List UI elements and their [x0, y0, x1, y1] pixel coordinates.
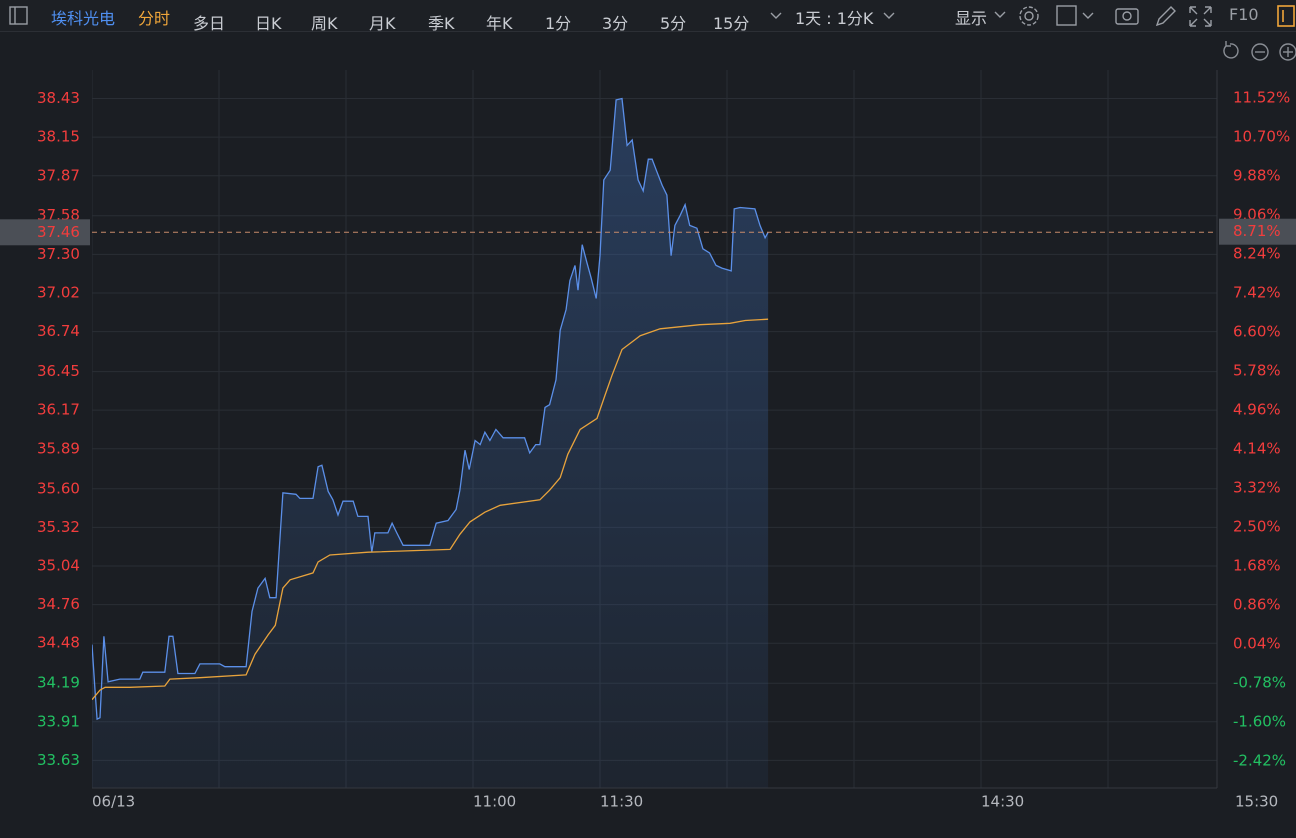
x-tick-label: 11:00 [473, 793, 516, 811]
y2-tick-label: 8.24% [1233, 245, 1281, 263]
tab-active[interactable]: 分时 [138, 9, 171, 28]
y-tick-label: 36.45 [37, 362, 80, 380]
last-pct-label: 8.71% [1233, 222, 1281, 240]
y-tick-label: 34.76 [37, 595, 80, 613]
y2-tick-label: 7.42% [1233, 284, 1281, 302]
y2-tick-label: -1.60% [1233, 712, 1286, 730]
tab[interactable]: 5分 [660, 14, 687, 33]
x-tick-label: 06/13 [92, 793, 135, 811]
chevron[interactable] [882, 11, 896, 21]
tab[interactable]: 日K [255, 14, 282, 33]
y2-tick-label: 1.68% [1233, 556, 1281, 574]
sidebar-icon[interactable] [9, 6, 29, 26]
y-tick-label: 38.15 [37, 128, 80, 146]
last-pct-box [1219, 218, 1296, 245]
last-price-box [0, 219, 90, 246]
y2-tick-label: 5.78% [1233, 362, 1281, 380]
y2-tick-label: 11.52% [1233, 89, 1290, 107]
y2-tick-label: -0.78% [1233, 673, 1286, 691]
y2-tick-label: 0.04% [1233, 634, 1281, 652]
y-tick-label: 38.43 [37, 89, 80, 107]
y-tick-label: 37.87 [37, 166, 80, 184]
y-tick-label: 33.63 [37, 751, 80, 769]
tab[interactable]: 周K [311, 14, 338, 33]
chevron[interactable] [769, 11, 783, 21]
y2-tick-label: 4.96% [1233, 401, 1281, 419]
x-tick-label: 15:30 [1235, 793, 1278, 811]
tab[interactable]: 季K [428, 14, 455, 33]
tab[interactable]: 3分 [602, 14, 629, 33]
period-selector[interactable]: 1天 : 1分K [795, 9, 874, 28]
y-tick-label: 35.89 [37, 439, 80, 457]
tab[interactable]: 1分 [545, 14, 572, 33]
toolbar: 埃科光电 分时 多日 日K 周K 月K 季K 年K 1分 3分 5分 15分 1天 : 1分K 显… [0, 0, 1296, 33]
last-price-label: 37.46 [37, 223, 80, 241]
zoom-icons[interactable] [1223, 41, 1296, 61]
y2-tick-label: 0.86% [1233, 595, 1281, 613]
y-tick-label: 34.48 [37, 634, 80, 652]
y-tick-label: 35.04 [37, 556, 80, 574]
display-menu[interactable]: 显示 [955, 9, 988, 28]
y2-tick-label: 10.70% [1233, 128, 1290, 146]
y2-tick-label: 6.60% [1233, 323, 1281, 341]
y2-tick-label: 4.14% [1233, 439, 1281, 457]
toolbar-icons[interactable] [1113, 3, 1213, 29]
tab[interactable]: 年K [486, 14, 513, 33]
y-tick-label: 36.17 [37, 401, 80, 419]
y-tick-label: 37.30 [37, 245, 80, 263]
tab[interactable]: 月K [369, 14, 396, 33]
x-tick-label: 11:30 [600, 793, 643, 811]
tab[interactable]: 15分 [713, 14, 750, 33]
y-tick-label: 34.19 [37, 674, 80, 692]
y2-tick-label: 3.32% [1233, 478, 1281, 496]
f10-button[interactable]: F10 [1229, 5, 1259, 24]
average-line [92, 318, 769, 701]
tab[interactable]: 多日 [193, 14, 226, 33]
toolbar-icons[interactable] [993, 3, 1113, 29]
y-tick-label: 35.60 [37, 479, 80, 497]
x-tick-label: 14:30 [981, 793, 1024, 811]
y2-tick-label: 2.50% [1233, 517, 1281, 535]
y-tick-label: 33.91 [37, 712, 80, 730]
y2-tick-label: 9.88% [1233, 167, 1281, 185]
price-line [92, 97, 769, 721]
panel-icon[interactable] [1276, 4, 1296, 28]
y-tick-label: 37.02 [37, 283, 80, 301]
y-tick-label: 36.74 [37, 322, 80, 340]
y-tick-label: 35.32 [37, 518, 80, 536]
stock-name[interactable]: 埃科光电 [51, 9, 116, 28]
y2-tick-label: -2.42% [1233, 751, 1286, 769]
